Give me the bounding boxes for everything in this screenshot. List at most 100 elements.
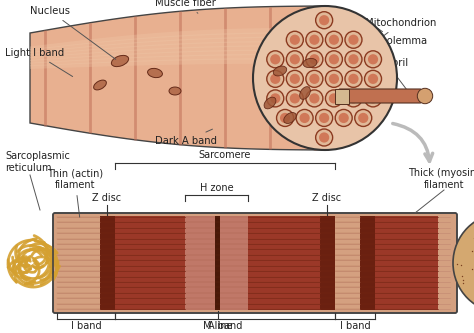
Polygon shape [30, 49, 325, 64]
Circle shape [345, 90, 362, 107]
Circle shape [453, 213, 474, 313]
Circle shape [326, 90, 342, 107]
Bar [375, 216, 438, 310]
Circle shape [417, 88, 433, 104]
Circle shape [309, 54, 319, 64]
Circle shape [365, 51, 382, 68]
Text: M line: M line [203, 321, 233, 331]
Polygon shape [30, 36, 325, 56]
Circle shape [286, 90, 303, 107]
Circle shape [290, 74, 300, 84]
Circle shape [368, 93, 378, 104]
Circle shape [335, 110, 352, 127]
Circle shape [270, 54, 281, 64]
Circle shape [306, 90, 323, 107]
Polygon shape [30, 45, 325, 61]
Circle shape [358, 113, 368, 123]
Circle shape [280, 113, 290, 123]
Circle shape [319, 133, 329, 143]
Circle shape [368, 54, 378, 64]
Bar [320, 216, 335, 310]
Bar [185, 216, 215, 310]
Circle shape [338, 113, 349, 123]
Text: Sarcoplasmic
reticulum: Sarcoplasmic reticulum [5, 152, 70, 173]
Circle shape [329, 54, 339, 64]
Bar [220, 216, 248, 310]
Circle shape [276, 110, 293, 127]
Text: Myofibril: Myofibril [365, 58, 408, 92]
Circle shape [290, 93, 300, 104]
FancyArrowPatch shape [393, 124, 433, 162]
Circle shape [319, 113, 329, 123]
Polygon shape [30, 54, 325, 66]
Circle shape [309, 35, 319, 45]
Circle shape [348, 93, 358, 104]
Text: Dark A band: Dark A band [155, 129, 217, 146]
Circle shape [316, 129, 333, 146]
Circle shape [309, 93, 319, 104]
FancyBboxPatch shape [338, 89, 421, 103]
Circle shape [345, 51, 362, 68]
Polygon shape [30, 28, 325, 50]
Circle shape [267, 90, 284, 107]
Text: Muscle fiber: Muscle fiber [155, 0, 216, 13]
Circle shape [253, 6, 397, 150]
Circle shape [329, 74, 339, 84]
Text: Thick (myosin)
filament: Thick (myosin) filament [408, 168, 474, 190]
Ellipse shape [303, 58, 317, 68]
Circle shape [286, 51, 303, 68]
Circle shape [365, 90, 382, 107]
Polygon shape [30, 6, 325, 150]
Text: Mitochondrion: Mitochondrion [352, 18, 437, 59]
Ellipse shape [284, 113, 296, 124]
Circle shape [286, 31, 303, 48]
Polygon shape [30, 32, 325, 53]
Bar [215, 216, 220, 310]
Circle shape [348, 74, 358, 84]
Ellipse shape [300, 87, 310, 99]
Circle shape [319, 15, 329, 25]
Text: Sarcomere: Sarcomere [199, 150, 251, 160]
Circle shape [348, 54, 358, 64]
Bar [248, 216, 320, 310]
Circle shape [368, 74, 378, 84]
Ellipse shape [111, 55, 128, 67]
Circle shape [365, 70, 382, 87]
Ellipse shape [94, 80, 106, 90]
Circle shape [300, 113, 310, 123]
Circle shape [326, 51, 342, 68]
Bar [100, 216, 115, 310]
Text: I band: I band [71, 321, 101, 331]
Polygon shape [30, 58, 325, 69]
Circle shape [309, 74, 319, 84]
Text: A band: A band [208, 321, 242, 331]
Circle shape [306, 31, 323, 48]
Text: H zone: H zone [200, 183, 233, 193]
Circle shape [270, 93, 281, 104]
Text: Z disc: Z disc [312, 193, 342, 203]
Ellipse shape [273, 66, 287, 76]
Circle shape [306, 70, 323, 87]
Ellipse shape [264, 97, 276, 109]
Text: I band: I band [340, 321, 370, 331]
Circle shape [348, 35, 358, 45]
Circle shape [286, 70, 303, 87]
Circle shape [345, 70, 362, 87]
Bar [438, 216, 450, 310]
Bar [57, 216, 100, 310]
Ellipse shape [147, 68, 163, 78]
Circle shape [329, 93, 339, 104]
Circle shape [270, 74, 281, 84]
Circle shape [316, 12, 333, 29]
Text: Nucleus: Nucleus [30, 6, 116, 59]
Polygon shape [30, 41, 325, 58]
Bar [115, 216, 185, 310]
Text: Thin (actin)
filament: Thin (actin) filament [47, 168, 103, 217]
FancyBboxPatch shape [53, 213, 457, 313]
Bar [335, 216, 360, 310]
Circle shape [267, 70, 284, 87]
Circle shape [290, 35, 300, 45]
Ellipse shape [169, 87, 181, 95]
Circle shape [290, 54, 300, 64]
Circle shape [326, 31, 342, 48]
